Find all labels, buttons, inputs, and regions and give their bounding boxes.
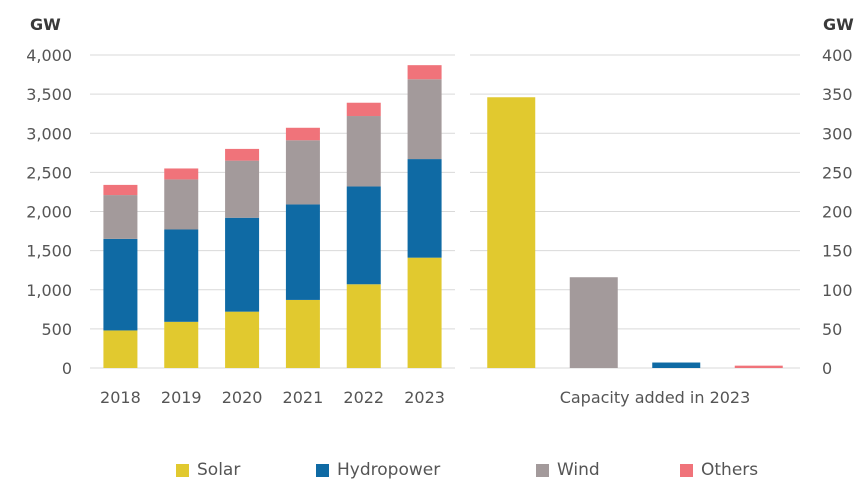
bar-wind-2020 bbox=[225, 160, 260, 218]
bar-others-2021 bbox=[285, 127, 320, 141]
bar-wind-2023 bbox=[407, 79, 442, 160]
legend-swatch-solar bbox=[176, 463, 189, 477]
added-bar-wind bbox=[569, 277, 618, 368]
left-y-tick-label: 1,000 bbox=[26, 281, 72, 300]
legend-item-solar: Solar bbox=[176, 460, 240, 480]
bar-solar-2021 bbox=[285, 299, 320, 368]
bar-solar-2022 bbox=[346, 284, 381, 368]
added-bar-hydropower bbox=[652, 362, 701, 368]
added-bar-solar bbox=[487, 97, 536, 368]
legend-item-hydropower: Hydropower bbox=[316, 460, 440, 480]
legend-item-wind: Wind bbox=[536, 460, 600, 480]
left-y-tick-label: 3,500 bbox=[26, 85, 72, 104]
legend: Solar Hydropower Wind Others bbox=[0, 460, 866, 484]
left-panel: GW 0 500 1,000 1,500 2,000 2,500 3,000 3,500 4,0… bbox=[26, 15, 455, 407]
bar-hydropower-2019 bbox=[164, 229, 199, 322]
left-y-tick-label: 0 bbox=[62, 359, 72, 378]
right-y-tick-label: 250 bbox=[822, 163, 853, 182]
bar-hydropower-2021 bbox=[285, 204, 320, 300]
x-tick-label-2022: 2022 bbox=[343, 388, 384, 407]
x-tick-label-2023: 2023 bbox=[404, 388, 445, 407]
bar-hydropower-2020 bbox=[225, 217, 260, 312]
right-y-tick-label: 300 bbox=[822, 124, 853, 143]
bar-solar-2020 bbox=[225, 311, 260, 368]
bar-hydropower-2023 bbox=[407, 159, 442, 258]
left-y-tick-label: 500 bbox=[41, 320, 72, 339]
left-y-tick-label: 4,000 bbox=[26, 46, 72, 65]
legend-label-others: Others bbox=[701, 460, 759, 480]
left-y-tick-label: 1,500 bbox=[26, 242, 72, 261]
right-panel: GW Capacity added in 2023 0 50 100 150 200 25… bbox=[470, 15, 854, 407]
added-bar-others bbox=[734, 365, 783, 368]
right-x-label: Capacity added in 2023 bbox=[560, 388, 751, 407]
left-unit-label: GW bbox=[30, 15, 61, 34]
legend-label-hydropower: Hydropower bbox=[337, 460, 441, 480]
bar-others-2019 bbox=[164, 168, 199, 180]
right-unit-label: GW bbox=[823, 15, 854, 34]
bar-others-2022 bbox=[346, 102, 381, 117]
legend-label-wind: Wind bbox=[557, 460, 600, 480]
x-tick-label-2021: 2021 bbox=[283, 388, 324, 407]
bar-others-2020 bbox=[225, 148, 260, 161]
right-y-tick-label: 50 bbox=[822, 320, 842, 339]
bar-hydropower-2022 bbox=[346, 186, 381, 285]
bar-hydropower-2018 bbox=[103, 238, 138, 331]
right-y-tick-label: 100 bbox=[822, 281, 853, 300]
legend-swatch-wind bbox=[536, 463, 549, 477]
bar-wind-2019 bbox=[164, 179, 199, 230]
capacity-chart: GW 05001,0001,5002,0002,5003,0003,5004,0… bbox=[26, 15, 854, 407]
right-y-tick-label: 0 bbox=[822, 359, 832, 378]
bar-wind-2021 bbox=[285, 140, 320, 205]
left-y-tick-label: 2,000 bbox=[26, 203, 72, 222]
bar-wind-2022 bbox=[346, 116, 381, 187]
bar-solar-2023 bbox=[407, 257, 442, 368]
right-y-tick-label: 150 bbox=[822, 242, 853, 261]
legend-swatch-others bbox=[680, 463, 693, 477]
right-y-tick-label: 200 bbox=[822, 203, 853, 222]
bar-solar-2018 bbox=[103, 330, 138, 368]
legend-item-others: Others bbox=[680, 460, 758, 480]
right-y-tick-label: 350 bbox=[822, 85, 853, 104]
legend-swatch-hydropower bbox=[316, 463, 329, 477]
left-y-tick-label: 3,000 bbox=[26, 124, 72, 143]
x-tick-label-2018: 2018 bbox=[100, 388, 141, 407]
right-y-tick-label: 400 bbox=[822, 46, 853, 65]
bar-others-2023 bbox=[407, 65, 442, 80]
bar-solar-2019 bbox=[164, 321, 199, 368]
bar-others-2018 bbox=[103, 184, 138, 196]
bar-wind-2018 bbox=[103, 195, 138, 239]
legend-label-solar: Solar bbox=[197, 460, 241, 480]
left-y-tick-label: 2,500 bbox=[26, 163, 72, 182]
x-tick-label-2020: 2020 bbox=[222, 388, 263, 407]
x-tick-label-2019: 2019 bbox=[161, 388, 202, 407]
